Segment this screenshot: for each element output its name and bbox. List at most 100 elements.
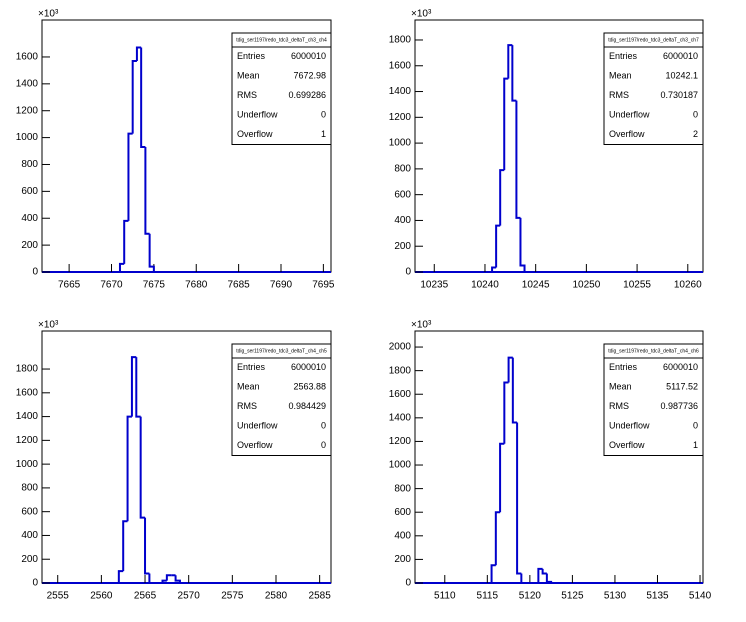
histogram-bin [144, 147, 150, 235]
y-tick-label: 1400 [16, 78, 39, 89]
y-tick-label: 200 [21, 554, 38, 565]
x-tick-label: 5125 [561, 591, 584, 602]
y-tick-label: 800 [394, 483, 411, 494]
stats-label: Mean [237, 382, 260, 392]
stats-value: 0 [693, 421, 698, 431]
histogram-bin [161, 579, 167, 583]
stats-value: 10242.1 [665, 71, 698, 81]
stats-title: tdig_ser1197/redo_tdc3_deltaT_ch3_ch4 [236, 37, 327, 43]
stats-label: RMS [237, 90, 257, 100]
x-tick-label: 5135 [646, 591, 669, 602]
x-tick-label: 2585 [309, 591, 332, 602]
stats-label: Overflow [237, 129, 273, 139]
y-scale-label: ×10³ [411, 320, 432, 331]
histogram-bin [118, 262, 125, 272]
stats-value: 6000010 [663, 51, 698, 61]
stats-value: 2563.88 [293, 382, 326, 392]
y-tick-label: 400 [21, 530, 38, 541]
histogram-bin [537, 567, 543, 583]
x-tick-label: 10255 [623, 280, 651, 291]
stats-label: Entries [609, 51, 638, 61]
x-tick-label: 5110 [434, 591, 456, 602]
stats-label: Underflow [237, 110, 278, 120]
histogram-bin [491, 266, 497, 272]
stats-value: 0.984429 [288, 401, 326, 411]
stats-value: 2 [693, 129, 698, 139]
x-tick-label: 5140 [689, 591, 712, 602]
stats-value: 0 [321, 110, 326, 120]
x-tick-label: 10260 [674, 280, 702, 291]
y-tick-label: 1600 [389, 60, 412, 71]
y-tick-label: 1200 [16, 105, 39, 116]
y-tick-label: 1000 [389, 138, 412, 149]
y-tick-label: 600 [394, 507, 411, 518]
histogram-bin [545, 573, 553, 583]
y-tick-label: 1600 [389, 389, 412, 400]
histogram-bin [117, 570, 124, 583]
stats-label: RMS [609, 401, 629, 411]
stats-box [231, 32, 332, 145]
stats-label: Entries [237, 362, 266, 372]
y-tick-label: 800 [21, 483, 38, 494]
stats-title: tdig_ser1197/redo_tdc3_deltaT_ch3_ch7 [608, 37, 699, 43]
stats-value: 6000010 [291, 51, 326, 61]
x-tick-label: 7690 [270, 280, 293, 291]
x-tick-label: 5130 [604, 591, 627, 602]
y-tick-label: 1000 [389, 460, 412, 471]
y-tick-label: 1000 [16, 459, 39, 470]
y-tick-label: 1600 [16, 52, 39, 63]
y-tick-label: 1000 [16, 132, 39, 143]
x-tick-label: 5115 [477, 591, 499, 602]
x-tick-label: 2565 [134, 591, 157, 602]
stats-title: tdig_ser1197/redo_tdc3_deltaT_ch4_ch5 [236, 348, 327, 354]
y-tick-label: 600 [21, 186, 38, 197]
y-tick-label: 0 [32, 267, 38, 278]
x-tick-label: 2580 [265, 591, 288, 602]
stats-value: 5117.52 [666, 382, 698, 392]
stats-value: 0 [693, 110, 698, 120]
histogram-bin [130, 356, 137, 417]
y-scale-label: ×10³ [411, 9, 432, 20]
y-tick-label: 800 [394, 164, 411, 175]
x-tick-label: 7670 [100, 280, 123, 291]
x-tick-label: 7685 [227, 280, 250, 291]
histogram-bin [126, 415, 132, 522]
y-tick-label: 1200 [16, 435, 39, 446]
y-tick-label: 200 [394, 554, 411, 565]
histogram-bin [144, 517, 150, 575]
stats-label: Entries [609, 362, 638, 372]
stats-title: tdig_ser1197/redo_tdc3_deltaT_ch4_ch6 [608, 348, 699, 354]
y-tick-label: 800 [21, 159, 38, 170]
y-tick-label: 1400 [16, 411, 39, 422]
x-tick-label: 2575 [221, 591, 244, 602]
histogram-bin [135, 46, 142, 61]
y-tick-label: 2000 [389, 342, 412, 353]
histogram-bin [511, 357, 518, 424]
y-tick-label: 400 [21, 213, 38, 224]
histogram-bin [515, 100, 521, 219]
histogram-bin [490, 564, 496, 583]
histogram-bin [123, 219, 129, 264]
histogram-bin [148, 233, 155, 272]
histogram-bin [122, 520, 128, 572]
stats-label: RMS [609, 90, 629, 100]
histogram-bin [139, 416, 146, 519]
histogram-bin [511, 45, 517, 102]
x-tick-label: 7695 [312, 280, 335, 291]
stats-box [231, 343, 332, 456]
stats-value: 0 [321, 421, 326, 431]
y-tick-label: 600 [394, 189, 411, 200]
histogram-bin [541, 568, 547, 575]
stats-box [603, 343, 704, 456]
histogram-bin [174, 575, 181, 583]
x-tick-label: 10235 [420, 280, 448, 291]
histogram-bin [499, 442, 505, 513]
histogram-bin [503, 381, 509, 444]
y-scale-label: ×10³ [38, 9, 59, 20]
stats-value: 1 [693, 440, 698, 450]
x-tick-label: 2570 [178, 591, 201, 602]
stats-value: 1 [321, 129, 326, 139]
histogram-bin [148, 573, 154, 584]
histogram-bin [507, 356, 513, 383]
